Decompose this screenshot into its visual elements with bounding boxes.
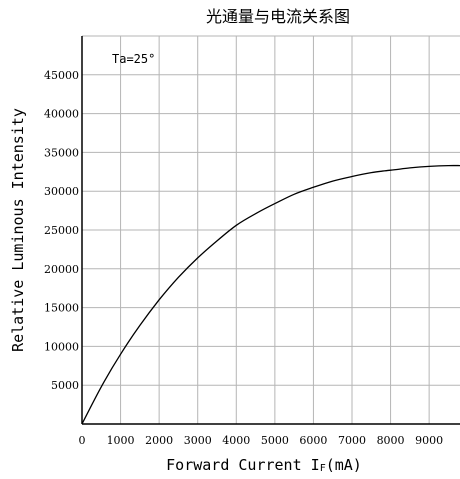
y-tick-label: 40000 [44,108,79,121]
x-tick-label: 7000 [338,434,366,447]
x-axis-label: Forward Current IF(mA) [166,456,362,474]
series-line [81,164,460,425]
y-tick-label: 10000 [44,340,79,353]
x-axis-label-unit: (mA) [326,456,362,474]
grid [82,35,460,424]
y-tick-label: 30000 [44,185,79,198]
x-tick-label: 3000 [184,434,212,447]
x-tick-label: 8000 [377,434,405,447]
x-tick-label: 6000 [299,434,327,447]
x-axis-label-subscript: F [320,463,326,474]
annotation-text: Ta=25° [112,52,155,66]
y-axis-label: Relative Luminous Intensity [9,108,27,352]
y-tick-label: 35000 [44,146,79,159]
series-layer [81,164,460,425]
y-tick-label: 45000 [44,69,79,82]
x-tick-label: 5000 [261,434,289,447]
y-tick-label: 25000 [44,224,79,237]
axes [81,36,460,425]
y-tick-label: 15000 [44,302,79,315]
x-tick-label: 2000 [145,434,173,447]
tick-labels: 0 1000 2000 3000 4000 5000 6000 7000 8000 9000 500… [44,69,443,447]
x-tick-label: 9000 [415,434,443,447]
y-tick-label: 20000 [44,263,79,276]
x-tick-label: 4000 [222,434,250,447]
chart-title: 光通量与电流关系图 [206,7,350,26]
y-tick-label: 5000 [51,379,79,392]
x-axis-label-main: Forward Current I [166,456,320,474]
x-tick-label: 1000 [107,434,135,447]
x-tick-label: 0 [79,434,86,447]
